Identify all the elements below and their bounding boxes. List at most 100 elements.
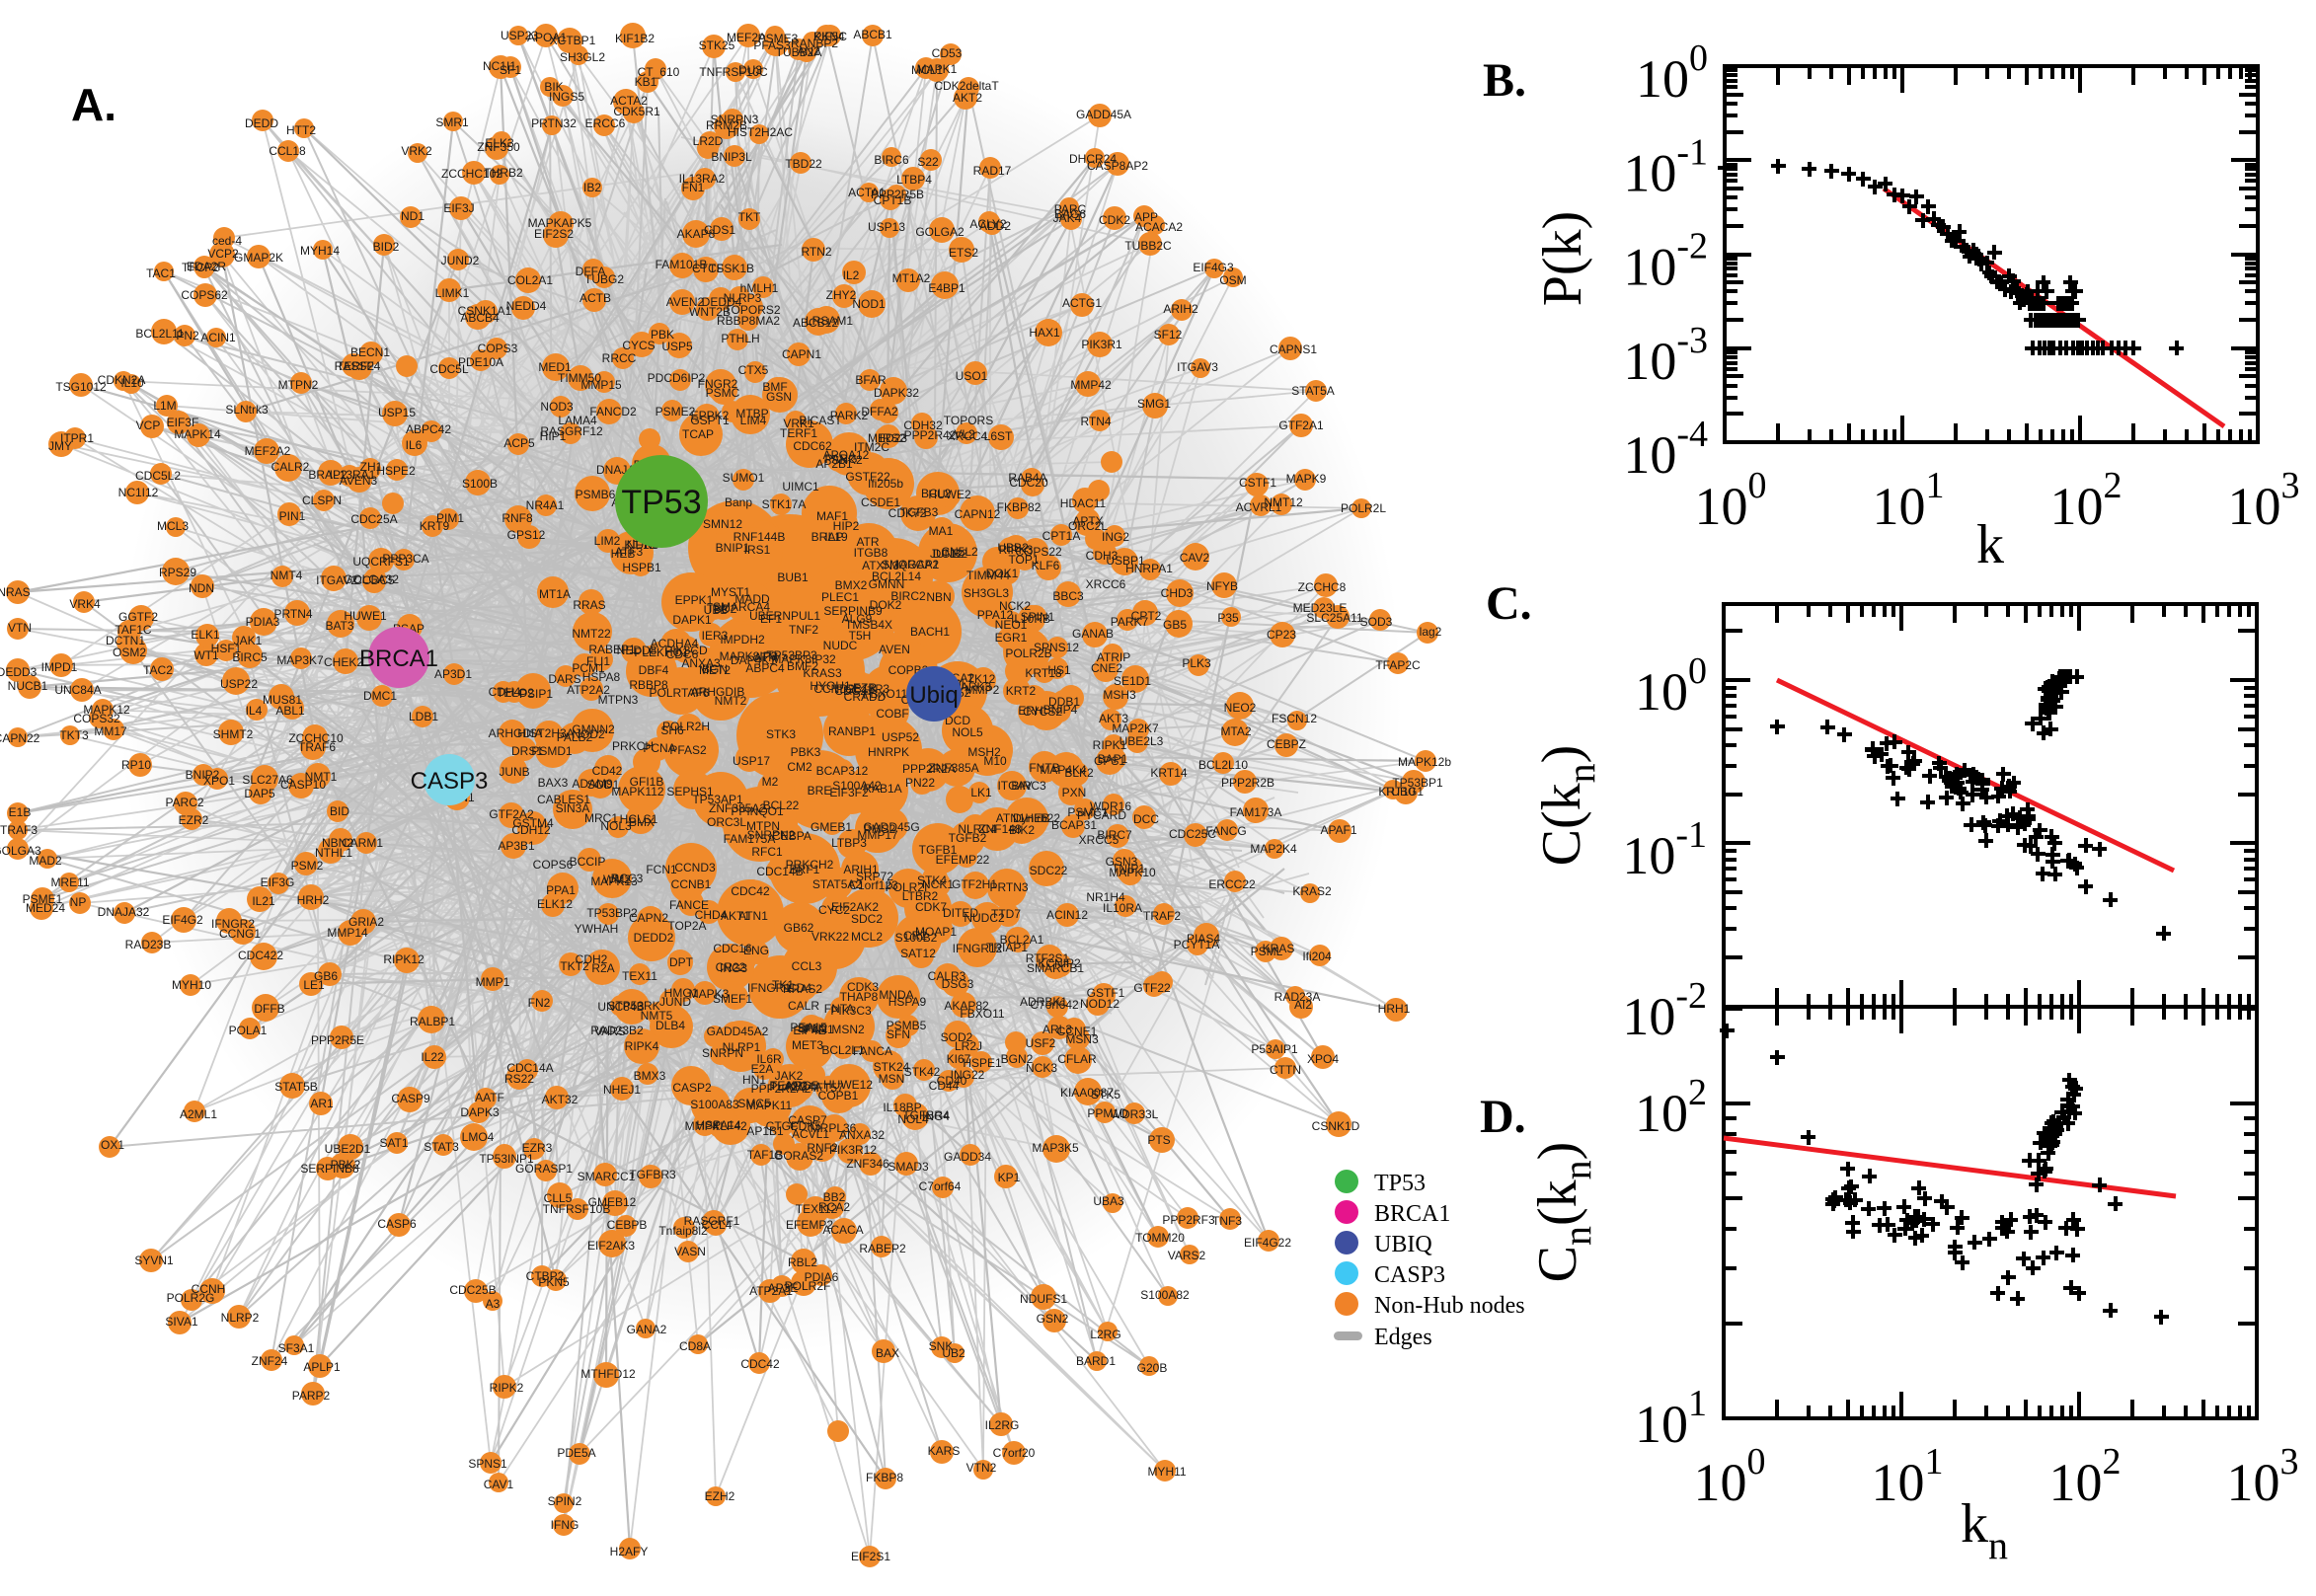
svg-text:S100A42: S100A42 bbox=[832, 779, 882, 793]
svg-text:PKN4: PKN4 bbox=[813, 30, 845, 43]
svg-text:ARIH2: ARIH2 bbox=[1163, 302, 1198, 316]
svg-text:NOD1: NOD1 bbox=[852, 297, 886, 311]
svg-text:SMN12: SMN12 bbox=[703, 517, 742, 531]
svg-text:NEDD4: NEDD4 bbox=[506, 299, 547, 313]
svg-text:CDC5L2: CDC5L2 bbox=[135, 469, 181, 483]
svg-text:PSM2: PSM2 bbox=[291, 859, 324, 873]
svg-text:CDC6: CDC6 bbox=[666, 647, 699, 661]
svg-text:CDK3: CDK3 bbox=[847, 980, 879, 994]
svg-text:PARK2: PARK2 bbox=[830, 409, 869, 422]
svg-text:KLF6: KLF6 bbox=[1032, 559, 1060, 572]
svg-text:PDIA6: PDIA6 bbox=[805, 1270, 839, 1284]
svg-text:PSML: PSML bbox=[1251, 945, 1283, 958]
svg-text:CD4: CD4 bbox=[788, 981, 811, 995]
svg-text:CD8A: CD8A bbox=[679, 1339, 711, 1353]
svg-text:CDC14A: CDC14A bbox=[506, 1061, 553, 1075]
svg-text:ATR: ATR bbox=[856, 535, 879, 549]
svg-text:ITGAV3: ITGAV3 bbox=[1177, 360, 1218, 374]
svg-text:IFNGR1: IFNGR1 bbox=[747, 981, 791, 995]
svg-text:FBXO112: FBXO112 bbox=[863, 687, 914, 701]
svg-text:IL10RA: IL10RA bbox=[1103, 901, 1142, 915]
svg-text:DPT: DPT bbox=[669, 955, 694, 969]
svg-text:XPO5: XPO5 bbox=[787, 1079, 818, 1093]
svg-text:PRTN32: PRTN32 bbox=[531, 116, 577, 130]
svg-text:MEF2A2: MEF2A2 bbox=[245, 444, 291, 458]
svg-text:AP3E: AP3E bbox=[768, 1281, 799, 1295]
svg-text:DAP4K1: DAP4K1 bbox=[731, 653, 776, 667]
svg-text:LR2D: LR2D bbox=[693, 134, 724, 148]
svg-text:RASSF4: RASSF4 bbox=[335, 359, 381, 373]
svg-text:HSPB1: HSPB1 bbox=[622, 561, 661, 574]
svg-text:ACDHA4: ACDHA4 bbox=[651, 637, 699, 650]
svg-text:OSM2: OSM2 bbox=[113, 646, 146, 659]
svg-text:LIM4: LIM4 bbox=[740, 414, 767, 427]
svg-text:BCL2L11: BCL2L11 bbox=[135, 327, 184, 341]
svg-text:EIF4E: EIF4E bbox=[793, 1024, 825, 1037]
svg-text:NUCB1: NUCB1 bbox=[8, 679, 48, 693]
svg-text:MMP42: MMP42 bbox=[1070, 378, 1112, 392]
svg-text:TIMM44: TIMM44 bbox=[966, 569, 1010, 582]
svg-text:PPA12: PPA12 bbox=[977, 608, 1014, 622]
svg-text:TAC1: TAC1 bbox=[146, 266, 176, 280]
svg-text:CDH2: CDH2 bbox=[576, 952, 608, 966]
svg-text:IFNGR12: IFNGR12 bbox=[953, 942, 1003, 955]
svg-text:M10: M10 bbox=[983, 754, 1007, 768]
svg-text:k: k bbox=[1976, 514, 2004, 575]
svg-text:FANCD2: FANCD2 bbox=[589, 405, 637, 418]
svg-text:CHD3: CHD3 bbox=[1161, 586, 1194, 600]
svg-text:TGFB3: TGFB3 bbox=[900, 505, 939, 519]
svg-text:LR2J: LR2J bbox=[955, 1039, 982, 1053]
svg-text:D.: D. bbox=[1480, 1091, 1526, 1143]
svg-text:GMAP2K: GMAP2K bbox=[234, 251, 283, 265]
svg-text:XRCC4: XRCC4 bbox=[948, 429, 988, 443]
svg-text:CEBPB: CEBPB bbox=[607, 1218, 648, 1232]
svg-text:HIP1: HIP1 bbox=[540, 429, 567, 443]
svg-text:WM2: WM2 bbox=[603, 873, 631, 886]
svg-text:ITGB18P3: ITGB18P3 bbox=[834, 682, 889, 696]
svg-text:MADD: MADD bbox=[734, 592, 770, 606]
svg-text:SMR1: SMR1 bbox=[435, 115, 469, 129]
svg-text:E4BP1: E4BP1 bbox=[928, 281, 965, 295]
svg-text:ARHGDIA: ARHGDIA bbox=[489, 726, 543, 740]
svg-text:CTTN: CTTN bbox=[1270, 1063, 1301, 1077]
svg-text:BIRC7: BIRC7 bbox=[1097, 828, 1132, 842]
svg-text:HIP2: HIP2 bbox=[833, 519, 860, 533]
svg-text:BCL2L10: BCL2L10 bbox=[1198, 758, 1248, 772]
svg-text:ELK3: ELK3 bbox=[485, 136, 514, 150]
svg-text:BRF1: BRF1 bbox=[790, 863, 820, 876]
svg-text:IL18BP: IL18BP bbox=[883, 1101, 921, 1114]
svg-text:MT1A2: MT1A2 bbox=[892, 271, 931, 285]
svg-text:RRAS: RRAS bbox=[573, 598, 605, 612]
svg-text:AP2B1: AP2B1 bbox=[815, 457, 853, 471]
svg-text:CAPN1: CAPN1 bbox=[782, 347, 821, 361]
svg-text:TKT3: TKT3 bbox=[59, 728, 89, 742]
svg-text:GANA2: GANA2 bbox=[627, 1323, 667, 1336]
svg-text:CDC25C: CDC25C bbox=[1169, 827, 1216, 841]
svg-text:NMT12: NMT12 bbox=[1264, 495, 1303, 509]
svg-text:DLB4: DLB4 bbox=[656, 1019, 685, 1032]
svg-text:DNAJA32: DNAJA32 bbox=[98, 905, 150, 919]
svg-text:JUND: JUND bbox=[659, 995, 691, 1009]
svg-text:RNF144B: RNF144B bbox=[733, 530, 786, 544]
svg-text:AATF: AATF bbox=[475, 1091, 504, 1104]
svg-text:SMC5: SMC5 bbox=[737, 1097, 771, 1110]
svg-text:DAP5: DAP5 bbox=[244, 787, 275, 800]
svg-text:CTGF: CTGF bbox=[766, 1119, 799, 1133]
svg-text:STAT5A2: STAT5A2 bbox=[812, 877, 863, 891]
svg-text:PN2: PN2 bbox=[176, 329, 199, 342]
svg-text:FLI1: FLI1 bbox=[586, 654, 610, 668]
svg-text:RAD23A: RAD23A bbox=[1274, 990, 1321, 1004]
svg-text:NMT22: NMT22 bbox=[572, 627, 611, 641]
svg-text:CDH4: CDH4 bbox=[489, 685, 521, 699]
svg-text:PSMB6: PSMB6 bbox=[576, 488, 616, 501]
svg-text:COBF: COBF bbox=[876, 707, 908, 721]
svg-text:DOK1: DOK1 bbox=[986, 567, 1019, 580]
svg-text:MYH14: MYH14 bbox=[300, 244, 340, 258]
svg-text:MAPK8IP32: MAPK8IP32 bbox=[771, 652, 836, 666]
svg-text:NBN: NBN bbox=[926, 590, 951, 604]
svg-text:TNF2: TNF2 bbox=[789, 623, 818, 637]
svg-text:PCNA: PCNA bbox=[643, 741, 675, 755]
svg-text:CDC62: CDC62 bbox=[793, 439, 832, 453]
svg-text:T5H: T5H bbox=[849, 629, 872, 643]
svg-text:RIPK2: RIPK2 bbox=[490, 1381, 524, 1395]
